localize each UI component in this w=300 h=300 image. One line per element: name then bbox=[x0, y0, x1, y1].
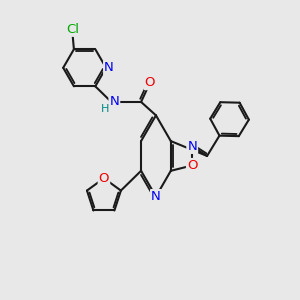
Text: O: O bbox=[145, 76, 155, 89]
Text: O: O bbox=[187, 159, 197, 172]
Text: O: O bbox=[99, 172, 109, 185]
Text: H: H bbox=[101, 104, 110, 114]
Text: N: N bbox=[187, 140, 197, 153]
Text: Cl: Cl bbox=[66, 23, 79, 36]
Text: N: N bbox=[110, 95, 119, 109]
Text: N: N bbox=[151, 190, 161, 203]
Text: N: N bbox=[104, 61, 114, 74]
